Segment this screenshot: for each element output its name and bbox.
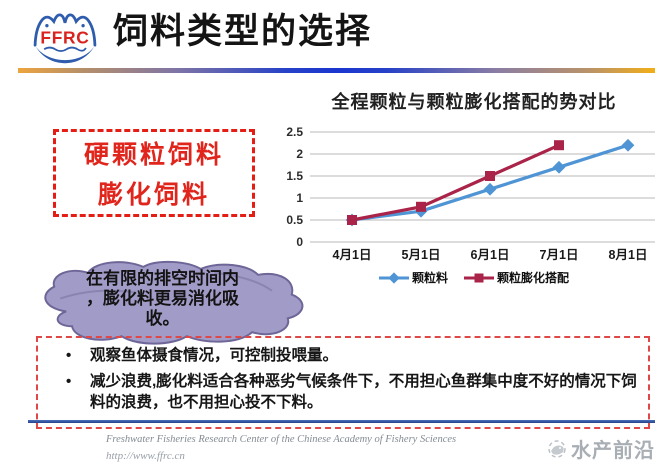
data-point-square — [554, 140, 564, 151]
series-line-1 — [351, 143, 560, 222]
x-tick-label: 5月1日 — [402, 248, 441, 262]
data-point-diamond — [552, 160, 566, 174]
legend-label: 颗粒料 — [411, 271, 448, 285]
x-tick-label: 4月1日 — [333, 248, 372, 262]
y-tick-label: 0 — [296, 235, 303, 249]
y-tick-label: 2.5 — [286, 125, 303, 139]
cloud-note-line: ，膨化料更易消化吸 — [86, 289, 239, 308]
chart-panel: 全程颗粒与颗粒膨化搭配的势对比 0 0.5 1 1.5 2 2.5 4月1日 5月1日 6月1日… — [283, 88, 665, 286]
note-item: 减少浪费,膨化料适合各种恶劣气候条件下，不用担心鱼群集中度不好的情况下饲料的浪费… — [60, 371, 638, 413]
legend-marker-icon — [378, 271, 409, 284]
feed-types-callout: 硬颗粒饲料 膨化饲料 — [53, 129, 255, 217]
data-point-square — [485, 171, 495, 181]
footer-organization: Freshwater Fisheries Research Center of … — [106, 434, 457, 445]
cloud-note-line: 在有限的排空时间内 — [86, 269, 239, 288]
chart-title: 全程颗粒与颗粒膨化搭配的势对比 — [331, 92, 617, 112]
note-item: 观察鱼体摄食情况，可控制投喂量。 — [60, 345, 638, 366]
trend-chart: 0 0.5 1 1.5 2 2.5 4月1日 5月1日 6月1日 7月1日 8月1日 — [286, 125, 655, 262]
feed-type-hard-pellet: 硬颗粒饲料 — [83, 142, 224, 170]
data-point-square — [347, 215, 357, 225]
x-tick-label: 6月1日 — [471, 248, 510, 262]
legend-marker-icon — [464, 273, 494, 282]
page-title: 饲料类型的选择 — [113, 12, 373, 51]
data-point-square — [416, 201, 426, 212]
watermark: 水产前沿 — [546, 434, 655, 463]
x-tick-label: 8月1日 — [609, 248, 648, 262]
notes-list: 观察鱼体摄食情况，可控制投喂量。 减少浪费,膨化料适合各种恶劣气候条件下，不用担… — [38, 345, 648, 413]
legend-label: 颗粒膨化搭配 — [497, 271, 570, 285]
y-tick-label: 2 — [296, 147, 303, 161]
feed-type-extruded: 膨化饲料 — [97, 181, 210, 209]
y-tick-label: 0.5 — [286, 213, 303, 227]
y-tick-label: 1.5 — [286, 169, 303, 183]
y-tick-label: 1 — [296, 191, 303, 205]
data-point-diamond — [621, 138, 635, 152]
watermark-fish-icon — [548, 439, 566, 458]
series-line-0 — [351, 143, 629, 222]
header-gradient-rule — [18, 68, 655, 73]
watermark-label: 水产前沿 — [571, 440, 655, 462]
x-tick-label: 7月1日 — [540, 248, 579, 262]
ffrc-logo-icon: FFRC — [33, 13, 97, 64]
legend-item-1: 颗粒膨化搭配 — [464, 269, 569, 286]
cloud-note-line: 收。 — [145, 309, 180, 328]
legend-item-0: 颗粒料 — [378, 269, 448, 286]
footer-divider — [28, 420, 655, 423]
chart-legend: 颗粒料 颗粒膨化搭配 — [283, 269, 665, 286]
data-point-diamond — [483, 182, 497, 196]
cloud-note: 在有限的排空时间内 ，膨化料更易消化吸 收。 — [50, 269, 275, 329]
notes-callout: 观察鱼体摄食情况，可控制投喂量。 减少浪费,膨化料适合各种恶劣气候条件下，不用担… — [36, 336, 650, 429]
footer-url: http://www.ffrc.cn — [106, 450, 185, 462]
logo-text: FFRC — [40, 28, 89, 48]
